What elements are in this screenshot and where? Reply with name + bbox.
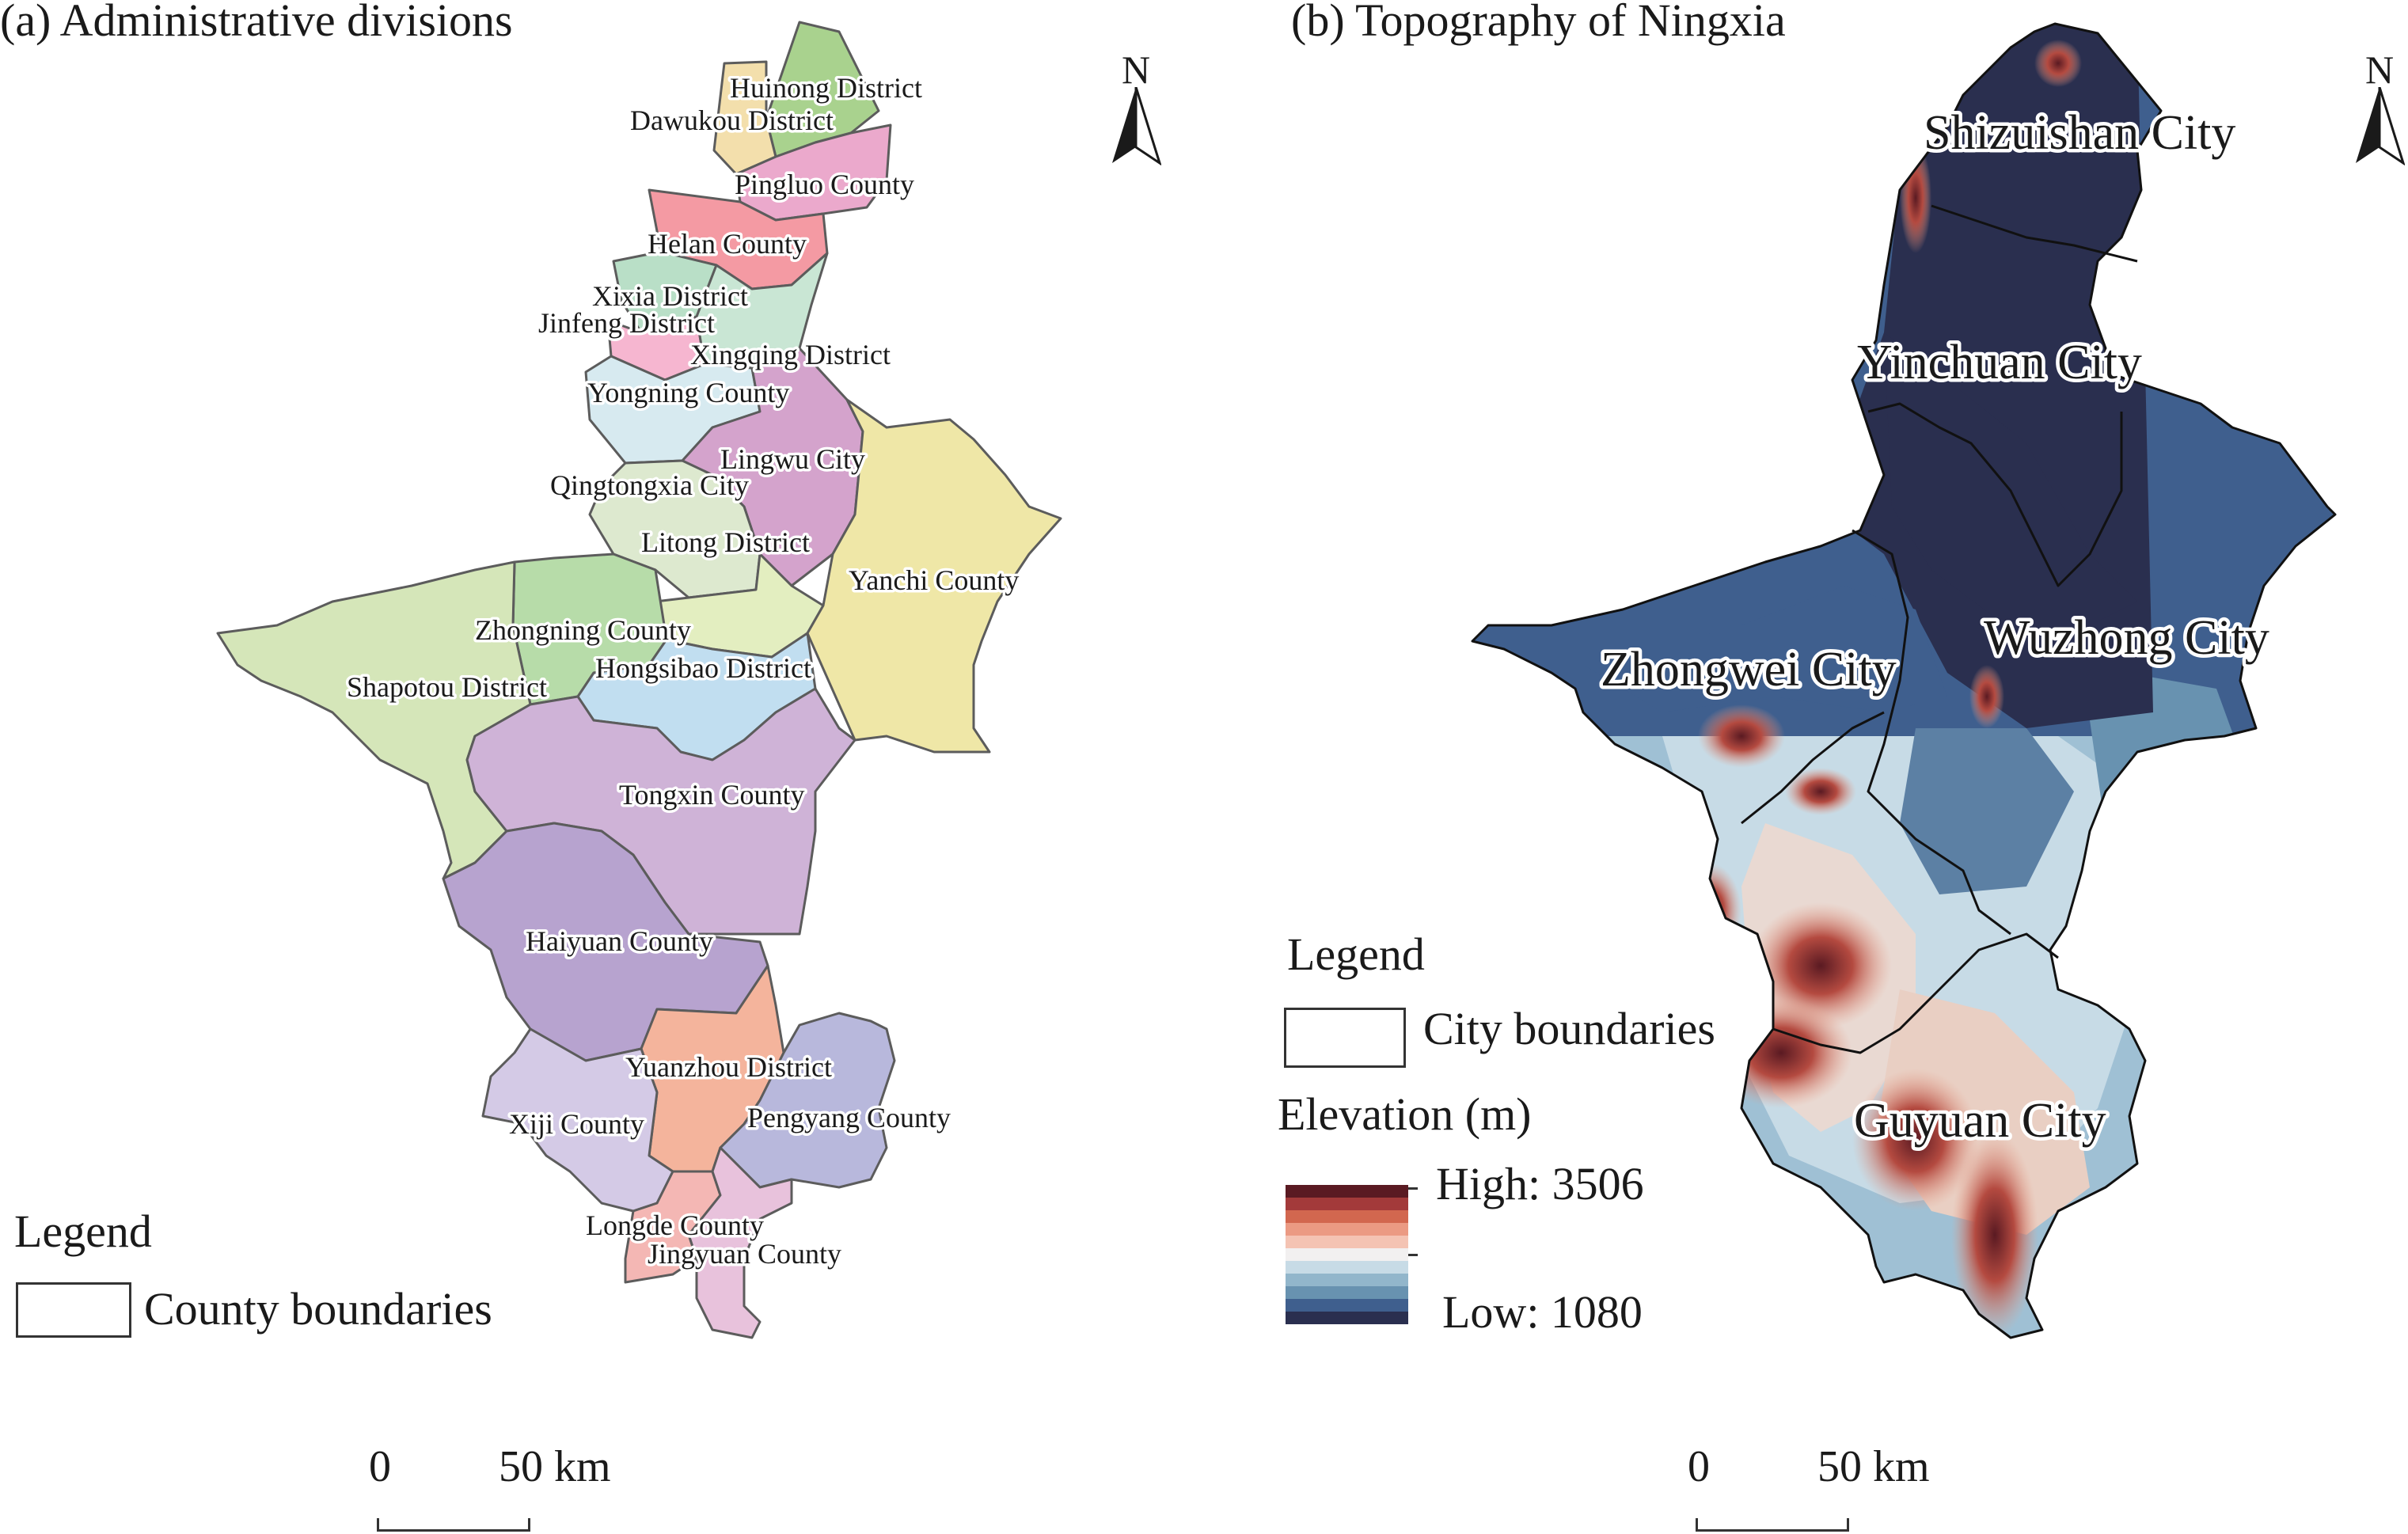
county-label: Tongxin County bbox=[619, 779, 805, 811]
panel-administrative-divisions: (a) Administrative divisions bbox=[0, 0, 1168, 1534]
county-label: Xiji County bbox=[509, 1108, 644, 1140]
city-label-wuzhong: Wuzhong City bbox=[1984, 611, 2269, 665]
ningxia-outline bbox=[1471, 22, 2337, 1339]
county-label: Pengyang County bbox=[747, 1102, 951, 1133]
county-label: Dawukou District bbox=[630, 104, 834, 136]
administrative-map: Huinong District Dawukou District Pinglu… bbox=[216, 21, 1062, 1339]
city-label-zhongwei: Zhongwei City bbox=[1601, 643, 1897, 697]
legend-title: Legend bbox=[14, 1206, 152, 1257]
county-label: Yuanzhou District bbox=[625, 1051, 832, 1083]
ramp-band bbox=[1286, 1312, 1408, 1324]
county-label: Shapotou District bbox=[347, 671, 547, 703]
county-label: Yanchi County bbox=[849, 564, 1019, 596]
ramp-band bbox=[1286, 1185, 1408, 1198]
county-label: Zhongning County bbox=[475, 614, 691, 646]
ramp-band bbox=[1286, 1236, 1408, 1248]
ramp-band bbox=[1286, 1210, 1408, 1223]
ramp-band bbox=[1286, 1248, 1408, 1261]
elevation-low-label: Low: 1080 bbox=[1442, 1286, 1643, 1338]
legend-title: Legend bbox=[1287, 928, 1425, 980]
city-label-yinchuan: Yinchuan City bbox=[1857, 336, 2142, 389]
legend-city-label: City boundaries bbox=[1423, 1003, 1715, 1054]
ramp-band bbox=[1286, 1286, 1408, 1299]
county-shape-jingyuan bbox=[687, 1146, 793, 1339]
county-shape-tongxin bbox=[465, 687, 856, 936]
city-label-guyuan: Guyuan City bbox=[1854, 1094, 2106, 1148]
north-arrow: N bbox=[2348, 46, 2408, 173]
county-label: Jinfeng District bbox=[538, 307, 715, 339]
city-boundary-zhongwei-wuzhong bbox=[1852, 529, 2011, 936]
county-shape-xiji bbox=[481, 1027, 674, 1213]
county-label: Helan County bbox=[648, 228, 807, 260]
city-boundary-shizuishan-yinchuan bbox=[1931, 204, 2138, 263]
county-shape-xingqing bbox=[695, 252, 829, 370]
city-boundary-zhongwei-internal bbox=[1741, 711, 1885, 825]
county-label: Yongning County bbox=[587, 377, 789, 408]
legend-county-swatch bbox=[16, 1282, 131, 1338]
scale-bar: 0 50 km bbox=[1688, 1439, 1930, 1534]
elevation-color-ramp bbox=[1286, 1185, 1408, 1324]
scale-line bbox=[1696, 1518, 1849, 1532]
scale-start: 0 bbox=[1688, 1442, 1710, 1491]
ramp-band bbox=[1286, 1299, 1408, 1312]
county-shape-pengyang bbox=[719, 1012, 896, 1189]
north-arrow-icon bbox=[2356, 87, 2405, 166]
city-label-shizuishan: Shizuishan City bbox=[1924, 106, 2235, 160]
city-boundary-wuzhong-guyuan bbox=[1772, 932, 2059, 1054]
county-label: Huinong District bbox=[730, 72, 922, 104]
ramp-tick-mid bbox=[1408, 1254, 1418, 1256]
scale-line bbox=[377, 1518, 530, 1532]
ramp-band bbox=[1286, 1274, 1408, 1286]
county-label: Longde County bbox=[586, 1209, 764, 1241]
county-label: Litong District bbox=[641, 526, 810, 558]
north-arrow: N bbox=[1104, 46, 1168, 173]
ramp-tick-high bbox=[1408, 1187, 1418, 1190]
north-arrow-icon bbox=[1112, 87, 1161, 166]
panel-a-title: (a) Administrative divisions bbox=[0, 0, 513, 46]
ramp-band bbox=[1286, 1261, 1408, 1274]
elevation-high-label: High: 3506 bbox=[1436, 1158, 1644, 1209]
county-shape-yanchi bbox=[806, 398, 1062, 754]
elevation-title: Elevation (m) bbox=[1278, 1088, 1532, 1140]
scale-end: 50 km bbox=[1817, 1442, 1930, 1491]
county-label: Qingtongxia City bbox=[550, 469, 749, 501]
legend-city-swatch bbox=[1284, 1008, 1406, 1068]
county-label: Xingqing District bbox=[690, 339, 891, 370]
county-label: Pingluo County bbox=[735, 169, 914, 200]
panel-topography: (b) Topography of Ningxia bbox=[1204, 0, 2408, 1534]
county-label: Lingwu City bbox=[720, 443, 865, 475]
scale-end: 50 km bbox=[499, 1442, 611, 1491]
ramp-band bbox=[1286, 1198, 1408, 1210]
north-letter: N bbox=[1121, 47, 1151, 92]
north-letter: N bbox=[2364, 47, 2395, 92]
panel-b-title: (b) Topography of Ningxia bbox=[1291, 0, 1786, 46]
county-label: Haiyuan County bbox=[526, 925, 713, 957]
city-boundary-yinchuan-wuzhong bbox=[1867, 402, 2123, 587]
ramp-band bbox=[1286, 1223, 1408, 1236]
legend-county-label: County boundaries bbox=[144, 1283, 492, 1335]
scale-bar: 0 50 km bbox=[369, 1439, 611, 1534]
county-shape-pingluo bbox=[735, 123, 892, 222]
county-label: Jingyuan County bbox=[648, 1238, 841, 1270]
scale-start: 0 bbox=[369, 1442, 391, 1491]
county-label: Xixia District bbox=[592, 280, 748, 312]
county-label: Hongsibao District bbox=[595, 652, 811, 684]
